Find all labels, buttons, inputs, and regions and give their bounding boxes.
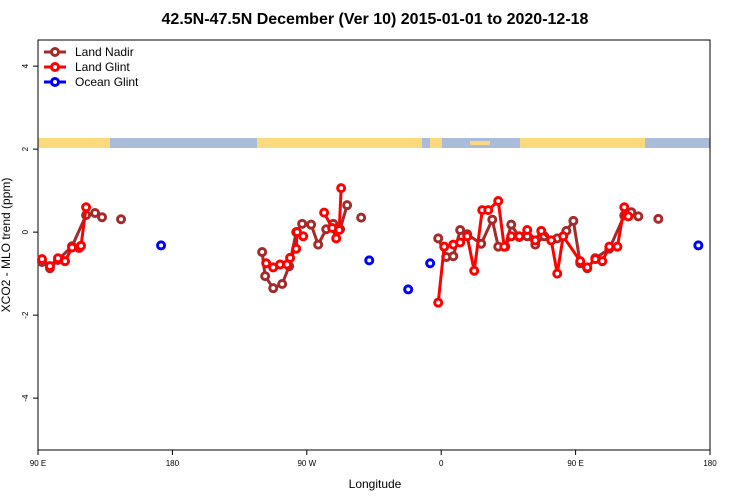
data-point (260, 271, 271, 282)
data-point (298, 231, 309, 242)
y-tick-label: -4 (21, 394, 30, 402)
x-tick-label: 0 (439, 459, 444, 468)
data-point (268, 283, 279, 294)
data-point (257, 247, 268, 258)
y-tick-label: -2 (21, 311, 30, 319)
data-point (604, 241, 615, 252)
data-point (455, 225, 466, 236)
data-point (552, 268, 563, 279)
data-point (439, 241, 450, 252)
land-band (257, 138, 422, 148)
data-point (487, 214, 498, 225)
data-point (506, 219, 517, 230)
data-point (306, 219, 317, 230)
data-point (331, 233, 342, 244)
data-point (156, 240, 167, 251)
data-point (76, 240, 87, 251)
land-band (38, 138, 110, 148)
data-point (693, 240, 704, 251)
data-point (455, 237, 466, 248)
data-point (530, 235, 541, 246)
data-point (612, 241, 623, 252)
legend-label: Land Glint (75, 60, 130, 74)
data-point (433, 233, 444, 244)
x-tick-label: 90 E (30, 459, 46, 468)
data-point (546, 235, 557, 246)
data-point (558, 231, 569, 242)
y-axis-label: XCO2 - MLO trend (ppm) (0, 178, 13, 313)
data-point (483, 205, 494, 216)
data-point (285, 252, 296, 263)
y-tick-label: 0 (21, 229, 30, 234)
data-point (623, 211, 634, 222)
data-point (575, 256, 586, 267)
y-tick-label: 2 (21, 146, 30, 151)
data-point (568, 215, 579, 226)
data-point (261, 258, 272, 269)
data-point (597, 256, 608, 267)
data-point (433, 297, 444, 308)
data-point (536, 225, 547, 236)
data-point (653, 213, 664, 224)
data-point (334, 225, 345, 236)
data-point (319, 207, 330, 218)
land-band (470, 141, 490, 145)
y-tick-label: 4 (21, 63, 30, 68)
data-point (44, 261, 55, 272)
data-point (81, 202, 92, 213)
land-band (430, 138, 442, 148)
data-point (619, 202, 630, 213)
chart-title: 42.5N-47.5N December (Ver 10) 2015-01-01… (162, 11, 589, 28)
data-point (364, 255, 375, 266)
data-point (403, 284, 414, 295)
land-band (520, 138, 645, 148)
x-tick-label: 90 W (297, 459, 316, 468)
x-tick-label: 90 E (567, 459, 583, 468)
data-point (37, 254, 48, 265)
legend-label: Land Nadir (75, 45, 134, 59)
data-point (313, 239, 324, 250)
data-point (425, 258, 436, 269)
x-tick-label: 180 (703, 459, 717, 468)
data-point (291, 243, 302, 254)
data-point (97, 212, 108, 223)
data-point (336, 183, 347, 194)
legend-marker (50, 77, 60, 87)
data-point (277, 279, 288, 290)
data-point (499, 241, 510, 252)
land-mask-band (38, 138, 710, 148)
plot-frame (37, 39, 711, 451)
data-point (493, 196, 504, 207)
data-point (60, 256, 71, 267)
x-axis-label: Longitude (349, 477, 402, 491)
data-point (462, 231, 473, 242)
data-point (522, 225, 533, 236)
legend-marker (50, 62, 60, 72)
data-point (514, 231, 525, 242)
data-point (297, 218, 308, 229)
data-point (356, 212, 367, 223)
x-tick-label: 180 (166, 459, 180, 468)
legend-label: Ocean Glint (75, 75, 139, 89)
data-point (448, 251, 459, 262)
data-point (582, 262, 593, 273)
data-point (342, 200, 353, 211)
data-point (116, 214, 127, 225)
data-point (506, 231, 517, 242)
data-point (469, 265, 480, 276)
data-point (633, 211, 644, 222)
legend-marker (50, 47, 60, 57)
data-point (90, 208, 101, 219)
